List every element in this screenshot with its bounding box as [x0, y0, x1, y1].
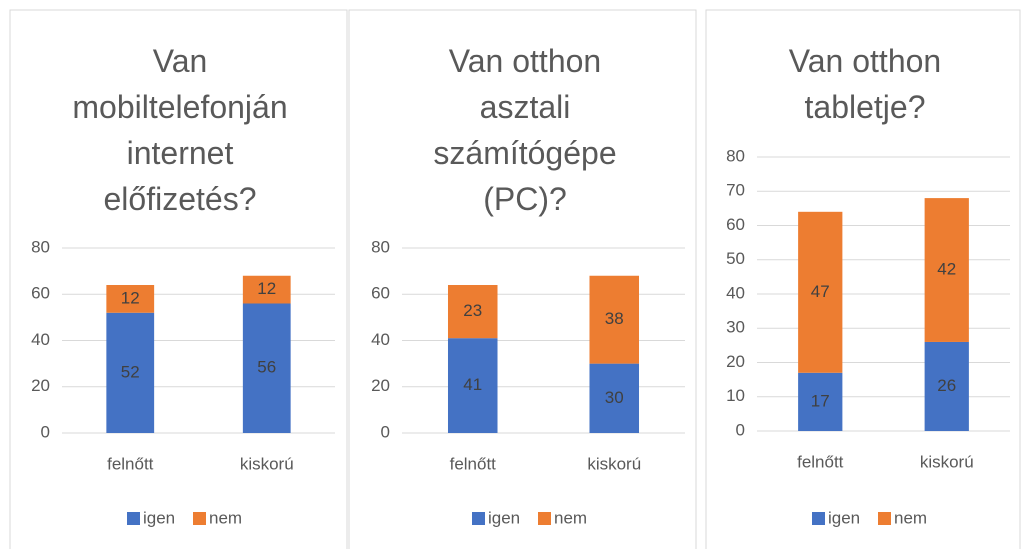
panel [9, 9, 348, 549]
x-tick-label: kiskorú [920, 452, 974, 471]
data-label: 47 [811, 282, 830, 301]
y-tick-label: 0 [381, 422, 390, 441]
data-label: 56 [257, 358, 276, 377]
legend-swatch [193, 512, 206, 525]
bar-segment [589, 275, 640, 364]
y-tick-label: 80 [31, 237, 50, 256]
legend-label: nem [894, 508, 927, 527]
bar-segment [589, 363, 640, 433]
legend-swatch [878, 512, 891, 525]
data-label: 52 [121, 362, 140, 381]
y-tick-label: 40 [371, 330, 390, 349]
legend-label: nem [209, 508, 242, 527]
legend-label: nem [554, 508, 587, 527]
x-tick-label: kiskorú [240, 454, 294, 473]
bar-segment [924, 198, 969, 342]
bar-segment [924, 341, 969, 431]
y-tick-label: 20 [371, 376, 390, 395]
data-label: 12 [121, 288, 140, 307]
y-tick-label: 80 [726, 146, 745, 165]
bar-segment [798, 372, 843, 431]
bar-segment [447, 285, 498, 339]
bar-segment [106, 285, 155, 313]
bar-segment [106, 312, 155, 433]
legend-swatch [538, 512, 551, 525]
y-tick-label: 50 [726, 249, 745, 268]
legend-label: igen [488, 508, 520, 527]
x-tick-label: felnőtt [107, 454, 154, 473]
y-tick-label: 20 [726, 352, 745, 371]
panel [705, 9, 1021, 549]
data-label: 41 [463, 375, 482, 394]
x-tick-label: kiskorú [587, 454, 641, 473]
legend-swatch [472, 512, 485, 525]
y-tick-label: 40 [31, 330, 50, 349]
bar-segment [798, 211, 843, 373]
panel [348, 9, 697, 549]
bar-segment [242, 303, 291, 433]
y-tick-label: 0 [41, 422, 50, 441]
bar-segment [242, 275, 291, 304]
legend-label: igen [828, 508, 860, 527]
data-label: 26 [937, 376, 956, 395]
data-label: 17 [811, 391, 830, 410]
data-label: 30 [605, 388, 624, 407]
chart-title: Van otthon asztali számítógépe (PC)? [433, 43, 617, 217]
legend-swatch [812, 512, 825, 525]
x-tick-label: felnőtt [450, 454, 497, 473]
y-tick-label: 60 [31, 284, 50, 303]
y-tick-label: 70 [726, 181, 745, 200]
y-tick-label: 0 [736, 420, 745, 439]
bar-segment [447, 338, 498, 433]
legend-label: igen [143, 508, 175, 527]
y-tick-label: 20 [31, 376, 50, 395]
y-tick-label: 60 [371, 284, 390, 303]
y-tick-label: 80 [371, 237, 390, 256]
y-tick-label: 60 [726, 215, 745, 234]
y-tick-label: 30 [726, 318, 745, 337]
legend-swatch [127, 512, 140, 525]
x-tick-label: felnőtt [797, 452, 844, 471]
data-label: 12 [257, 279, 276, 298]
chart-title: Van mobiltelefonján internet előfizetés? [72, 43, 288, 217]
y-tick-label: 40 [726, 283, 745, 302]
y-tick-label: 10 [726, 386, 745, 405]
chart-title: Van otthon tabletje? [788, 43, 942, 125]
data-label: 42 [937, 260, 956, 279]
data-label: 38 [605, 309, 624, 328]
data-label: 23 [463, 301, 482, 320]
